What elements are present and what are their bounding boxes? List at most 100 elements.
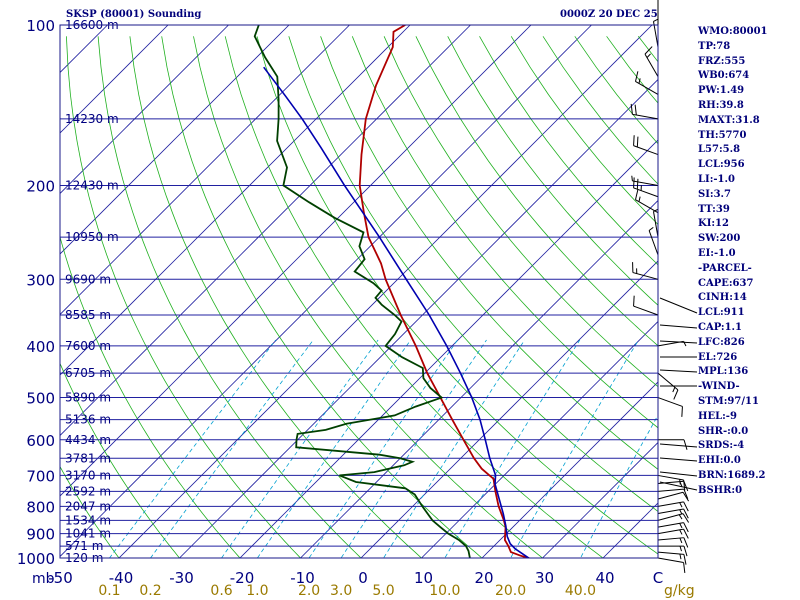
stability-index-item: CAP:1.1 <box>698 321 742 333</box>
pressure-tick-label: 600 <box>26 432 55 450</box>
isotherm-line <box>60 25 472 437</box>
plot-frame <box>59 24 659 559</box>
pressure-tick-label: 200 <box>26 177 55 195</box>
pressure-tick-label: 800 <box>26 498 55 516</box>
pressure-tick-label: 1000 <box>17 550 55 568</box>
wind-barb-flag <box>633 135 635 146</box>
wind-barb <box>633 177 659 198</box>
dewpoint-trace <box>253 25 471 558</box>
wind-barb-half-flag <box>638 196 641 202</box>
index-leader-line <box>659 457 698 462</box>
dry-adiabat-line <box>193 36 544 558</box>
wind-barb-flag <box>636 136 639 148</box>
temperature-tick-label: -10 <box>290 569 315 587</box>
mixing-ratio-line <box>150 339 314 558</box>
wind-barb-staff <box>648 230 659 256</box>
wind-barb-flag <box>683 528 689 539</box>
pressure-tick-label: 500 <box>26 390 55 408</box>
wind-barb-staff <box>635 81 659 95</box>
wind-barb-half-flag <box>653 18 659 22</box>
wind-barb <box>632 262 659 280</box>
stability-index-item: WMO:80001 <box>698 26 768 37</box>
stability-index-item: RH:39.8 <box>698 99 744 111</box>
temperature-tick-label: C <box>653 569 663 587</box>
dry-adiabat-line <box>320 36 658 470</box>
temperature-tick-label: 30 <box>535 569 554 587</box>
mixing-ratio-label: 3.0 <box>330 583 352 599</box>
dry-adiabat-line <box>256 36 658 555</box>
stability-index-item: SHR-:0.0 <box>698 425 749 437</box>
valid-time: 0000Z 20 DEC 25 <box>560 9 658 20</box>
wind-barb-flag <box>683 508 689 519</box>
wind-barb <box>634 71 659 95</box>
height-label: 10950 m <box>65 230 119 244</box>
wind-barb-half-flag <box>679 553 682 560</box>
stability-index-item: LFC:826 <box>698 336 745 348</box>
wind-barb-flag <box>633 177 635 188</box>
stability-index-item: L57:5.8 <box>698 144 741 156</box>
isotherm-line <box>299 199 658 558</box>
wind-barb-flag <box>673 389 679 400</box>
wind-barb-staff <box>632 272 659 280</box>
wind-barb <box>657 0 659 25</box>
wind-barb <box>657 528 689 539</box>
wind-barb-staff <box>657 557 684 564</box>
dry-adiabat-line <box>60 465 120 558</box>
pressure-tick-label: 900 <box>26 526 55 544</box>
height-label: 2592 m <box>65 484 111 498</box>
stability-index-item: MPL:136 <box>698 366 749 378</box>
height-label: 6705 m <box>65 366 111 380</box>
mixing-ratio-label: 5.0 <box>372 583 394 599</box>
isotherm-line <box>602 502 658 558</box>
wind-barb <box>633 135 659 156</box>
wind-barb <box>658 545 688 557</box>
stability-index-item: LCL:956 <box>698 159 745 171</box>
pressure-tick-label: 700 <box>26 467 55 485</box>
index-leader-line <box>659 340 698 344</box>
wind-barb-half-flag <box>646 53 651 58</box>
wind-barb-half-flag <box>648 226 654 231</box>
mixing-ratio-label: 0.2 <box>139 583 161 599</box>
stability-index-item: WB0:674 <box>698 70 750 82</box>
height-label: 5136 m <box>65 413 111 427</box>
wind-barb-flag <box>636 178 639 190</box>
stability-index-item: EI:-1.0 <box>698 247 736 259</box>
mixing-ratio-line <box>221 339 379 558</box>
wind-barb-flag <box>683 479 686 491</box>
dry-adiabat-line <box>415 36 658 347</box>
temperature-tick-label: -30 <box>169 569 194 587</box>
mixing-ratio-line <box>444 339 581 558</box>
isotherm-line <box>239 139 658 558</box>
isotherm-line <box>60 25 532 497</box>
stability-index-item: FRZ:555 <box>698 55 746 67</box>
stability-index-item: HEL:-9 <box>698 410 737 422</box>
height-label: 14230 m <box>65 112 119 126</box>
wind-barb <box>657 513 690 523</box>
mixing-ratio-label: 0.1 <box>98 583 120 599</box>
dry-adiabat-line <box>351 36 658 429</box>
dry-adiabat-line <box>161 36 483 558</box>
wind-barb-flag <box>683 545 688 557</box>
wind-barb-staff <box>657 551 684 555</box>
mixing-ratio-label: 40.0 <box>565 583 596 599</box>
wind-barb-flag <box>634 189 639 200</box>
wind-barb-staff <box>632 180 659 186</box>
dry-adiabat-line <box>479 36 658 266</box>
stability-index-item: PW:1.49 <box>698 85 745 97</box>
isotherm-line <box>481 381 658 558</box>
height-label: 12430 m <box>65 178 119 192</box>
wind-barb-flag <box>683 481 689 492</box>
wind-barb-flag <box>682 492 690 502</box>
index-leader-line <box>659 297 698 314</box>
stability-index-item: -WIND- <box>698 381 740 393</box>
isotherm-line <box>60 25 411 376</box>
wind-barb-half-flag <box>679 545 682 552</box>
isotherm-line <box>360 260 658 558</box>
isotherm-line <box>60 25 351 316</box>
isotherm-line <box>118 25 653 558</box>
isotherm-line <box>60 25 290 255</box>
wind-barb <box>630 103 659 120</box>
wind-barb-staff <box>633 305 659 316</box>
mixing-ratio-label: 20.0 <box>495 583 526 599</box>
wind-barb-flag <box>683 501 689 512</box>
